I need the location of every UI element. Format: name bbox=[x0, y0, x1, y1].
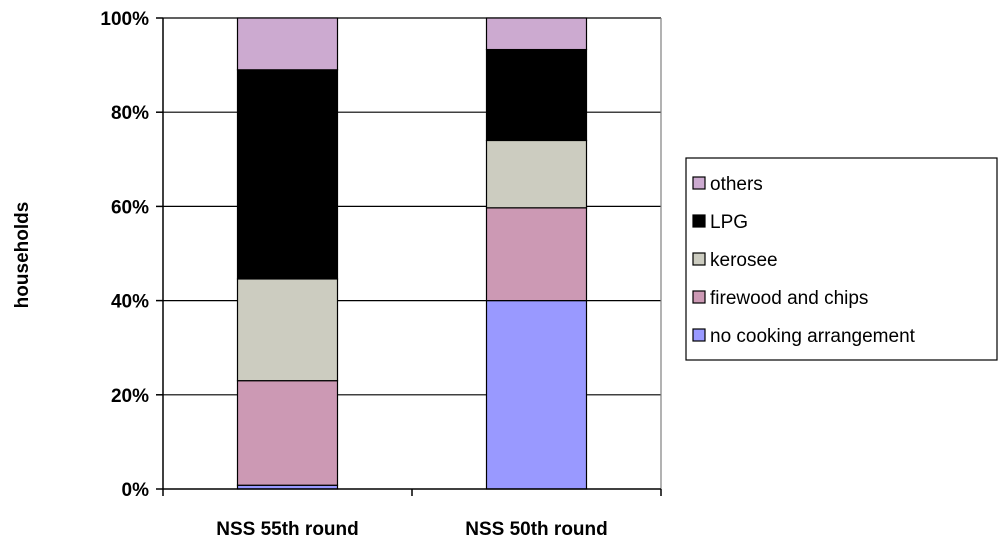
bar-segment bbox=[485, 17, 588, 51]
category-label: NSS 55th round bbox=[216, 519, 359, 540]
y-tick-label: 100% bbox=[100, 9, 149, 30]
y-axis-label: households bbox=[12, 202, 33, 309]
y-tick-label: 80% bbox=[111, 103, 149, 124]
legend-box bbox=[685, 157, 998, 361]
legend-label: others bbox=[710, 174, 763, 195]
y-tick-label: 20% bbox=[111, 386, 149, 407]
legend-swatch bbox=[692, 252, 706, 266]
legend-swatch bbox=[692, 214, 706, 228]
bar-segment bbox=[485, 139, 588, 209]
bar-segment bbox=[485, 300, 588, 490]
bar-segment bbox=[236, 380, 339, 486]
bar-segment bbox=[236, 17, 339, 71]
bar-segment bbox=[236, 69, 339, 280]
category-label: NSS 50th round bbox=[465, 519, 608, 540]
legend-label: LPG bbox=[710, 212, 748, 233]
bar-segment bbox=[485, 207, 588, 302]
y-tick-label: 60% bbox=[111, 197, 149, 218]
axes bbox=[156, 17, 662, 496]
legend-label: firewood and chips bbox=[710, 288, 868, 309]
legend-swatch bbox=[692, 290, 706, 304]
x-category-labels: NSS 55th round NSS 50th round bbox=[216, 519, 608, 540]
bar-segment bbox=[236, 278, 339, 382]
legend-label: no cooking arrangement bbox=[710, 326, 916, 347]
bar-segment bbox=[485, 48, 588, 142]
legend-label: kerosee bbox=[710, 250, 778, 271]
legend-swatch bbox=[692, 328, 706, 342]
legend: others LPG kerosee firewood and chips no coo… bbox=[685, 157, 998, 361]
y-tick-label: 0% bbox=[122, 480, 150, 501]
legend-swatch bbox=[692, 176, 706, 190]
y-tick-labels: 0% 20% 40% 60% 80% 100% bbox=[100, 9, 149, 501]
bars bbox=[236, 17, 588, 490]
y-tick-label: 40% bbox=[111, 292, 149, 313]
